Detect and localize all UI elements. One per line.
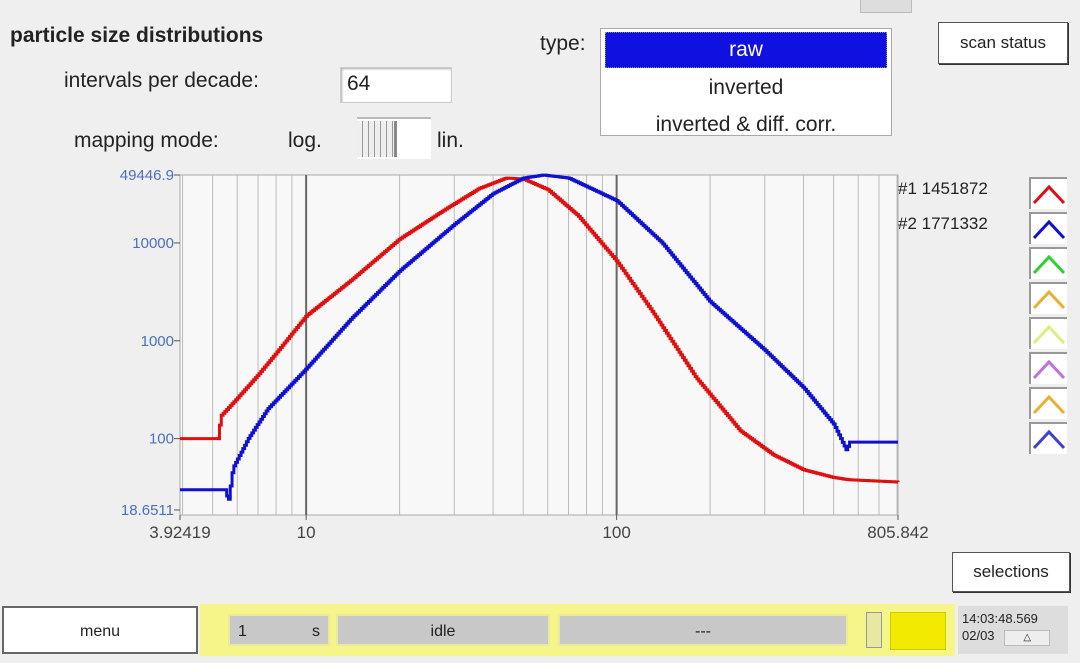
interval-unit: s	[312, 623, 320, 640]
status-indicator	[890, 612, 946, 650]
time-text: 14:03:48.569	[962, 611, 1038, 626]
toggle-knob[interactable]	[357, 121, 397, 157]
series-line-2	[180, 173, 898, 501]
chevron-up-icon	[1032, 254, 1066, 275]
mapping-mode-label: mapping mode:	[74, 129, 219, 152]
chevron-up-icon	[1032, 289, 1066, 310]
x-tick-label: 805.842	[867, 523, 928, 542]
mapping-lin-label: lin.	[437, 129, 464, 152]
mapping-mode-toggle[interactable]	[357, 117, 431, 159]
type-option-inverted[interactable]: inverted	[708, 76, 784, 99]
interval-value: 1	[238, 623, 247, 640]
y-tick-label: 18.6511	[121, 502, 174, 519]
x-tick-label: 10	[297, 523, 316, 542]
type-label: type:	[540, 32, 586, 55]
legend-color-button[interactable]	[1029, 177, 1067, 209]
type-option-inverted-diff-corr[interactable]: inverted & diff. corr.	[655, 113, 837, 136]
x-tick-label: 100	[602, 523, 630, 542]
type-option-raw[interactable]: raw	[605, 32, 887, 68]
legend-color-button[interactable]	[1029, 247, 1067, 279]
legend-color-button[interactable]	[1029, 352, 1067, 384]
interval-field[interactable]: 1 s	[228, 614, 330, 646]
legend-color-button[interactable]	[1029, 387, 1067, 419]
page-title: particle size distributions	[10, 24, 264, 47]
state-field: idle	[336, 614, 550, 646]
legend-color-button[interactable]	[1029, 422, 1067, 454]
legend-color-button[interactable]	[1029, 317, 1067, 349]
distribution-chart: 49446.9 10000 1000 100 18.6511 3.92419 10 100 80…	[120, 167, 929, 542]
mapping-log-label: log.	[288, 129, 322, 152]
y-tick-label: 49446.9	[120, 167, 174, 184]
message-field: ---	[558, 614, 848, 646]
chevron-up-icon	[1032, 219, 1066, 240]
x-tick-label: 3.92419	[149, 523, 210, 542]
selections-button[interactable]: selections	[952, 552, 1070, 592]
clock: 14:03:48.569 02/03 △	[958, 606, 1068, 654]
y-tick-label: 1000	[141, 333, 174, 350]
legend-color-button[interactable]	[1029, 282, 1067, 314]
y-tick-label: 10000	[132, 235, 174, 252]
intervals-per-decade-input[interactable]: 64	[340, 67, 452, 103]
chevron-up-icon	[1032, 429, 1066, 450]
legend-label: #2 1771332	[898, 214, 988, 233]
y-tick-label: 100	[149, 431, 174, 448]
chevron-up-icon	[1032, 359, 1066, 380]
series-line-1	[180, 176, 900, 484]
chevron-up-icon	[1032, 394, 1066, 415]
status-slider[interactable]	[866, 612, 882, 648]
chevron-up-icon	[1032, 324, 1066, 345]
chevron-up-icon	[1032, 184, 1066, 205]
date-text: 02/03	[962, 628, 995, 643]
intervals-label: intervals per decade:	[64, 69, 259, 92]
scroll-up-button[interactable]: △	[1004, 630, 1051, 646]
scan-status-button[interactable]: scan status	[938, 22, 1068, 64]
legend-label: #1 1451872	[898, 179, 988, 198]
menu-button[interactable]: menu	[2, 606, 198, 654]
legend-color-button[interactable]	[1029, 212, 1067, 244]
top-handle[interactable]	[860, 0, 912, 13]
type-listbox[interactable]: raw inverted inverted & diff. corr.	[600, 28, 892, 136]
